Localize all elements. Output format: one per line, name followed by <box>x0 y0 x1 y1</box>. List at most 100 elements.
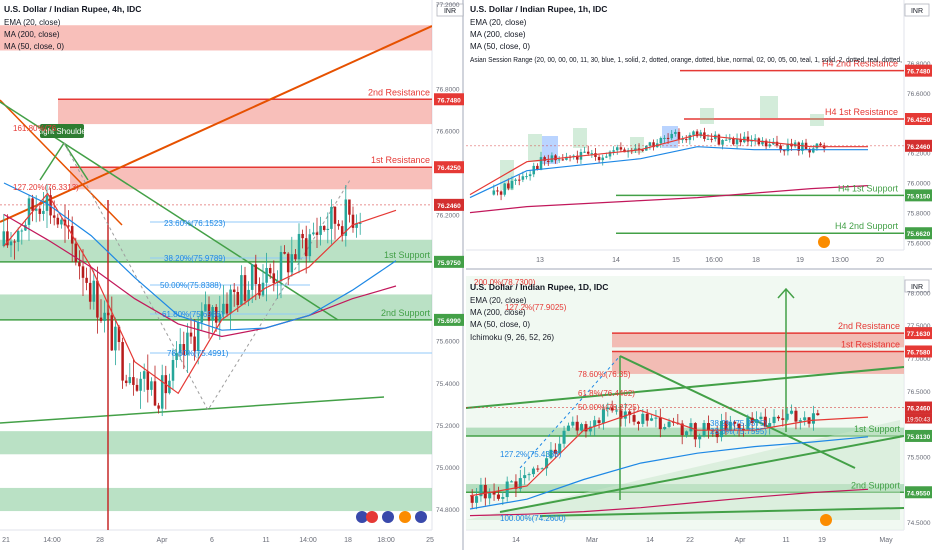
d1-indicator-ema[interactable]: EMA (20, close) <box>470 296 527 305</box>
candle-body <box>312 232 315 235</box>
candle-body <box>698 435 702 440</box>
h4-indicator-ma200[interactable]: MA (200, close) <box>4 30 60 39</box>
ema-line[interactable] <box>469 409 869 497</box>
h4-plot-area[interactable]: Right Shoulder <box>0 25 432 530</box>
h1-event-flag-icon[interactable] <box>818 236 830 248</box>
h1-title[interactable]: U.S. Dollar / Indian Rupee, 1h, IDC <box>470 4 607 14</box>
d1-target-arrow-head[interactable] <box>777 287 795 299</box>
support-zone[interactable] <box>0 487 432 512</box>
price-axis-tag[interactable] <box>434 93 464 106</box>
current-price-tag[interactable] <box>434 198 464 211</box>
candle-body <box>637 148 641 150</box>
d1-indicator-ma50[interactable]: MA (50, close, 0) <box>470 320 530 329</box>
ma50-line[interactable] <box>3 182 397 331</box>
d1-fib-labels: 200.0%(78.7300) 127.2%(77.9025) 78.60%(7… <box>474 278 767 523</box>
ema-line[interactable] <box>3 192 397 395</box>
d1-ichimoku-cloud <box>466 420 900 520</box>
d1-indicator-ma200[interactable]: MA (200, close) <box>470 308 526 317</box>
resistance-zone[interactable] <box>70 167 432 190</box>
price-tick-label: 75.5000 <box>907 454 931 461</box>
candle-body <box>724 139 728 141</box>
price-axis-tag[interactable] <box>905 227 932 240</box>
us-flag-icon[interactable] <box>366 511 378 523</box>
price-axis-tag[interactable] <box>905 189 932 202</box>
h4-shoulder-line-left[interactable] <box>39 142 65 181</box>
candle-body <box>56 217 60 225</box>
resistance-zone[interactable] <box>612 351 904 374</box>
h4-descending-trendline[interactable] <box>0 99 123 226</box>
h4-indicator-ma50[interactable]: MA (50, close, 0) <box>4 42 64 51</box>
ma200-line[interactable] <box>469 185 869 214</box>
candle-body <box>610 407 614 411</box>
h1-indicator-ma200[interactable]: MA (200, close) <box>470 30 526 39</box>
right-shoulder-tag[interactable] <box>40 124 84 138</box>
d1-descending-trendline[interactable] <box>619 355 856 469</box>
ma50-line[interactable] <box>469 146 868 199</box>
price-axis-tag[interactable] <box>905 345 932 358</box>
d1-indicator-ichimoku[interactable]: Ichimoku (9, 26, 52, 26) <box>470 333 554 342</box>
d1-currency-badge[interactable] <box>904 279 930 293</box>
support-zone-label: 2nd Support <box>381 308 431 318</box>
h1-plot-area[interactable] <box>466 69 904 234</box>
candle-body <box>258 284 261 296</box>
price-axis-tag[interactable] <box>905 429 932 442</box>
us-flag-icon[interactable] <box>382 511 394 523</box>
current-price-tag[interactable] <box>905 139 932 152</box>
candle-body <box>576 155 579 160</box>
d1-rising-support-line[interactable] <box>499 435 904 513</box>
bar-countdown-tag <box>905 413 932 424</box>
price-axis-tag[interactable] <box>434 313 464 326</box>
d1-base-line[interactable] <box>539 507 904 517</box>
h1-indicator-asian-session[interactable]: Asian Session Range (20, 00, 00, 00, 11,… <box>470 57 902 64</box>
h4-indicator-ema[interactable]: EMA (20, close) <box>4 18 61 27</box>
h4-event-icons[interactable] <box>356 511 427 523</box>
candle-body <box>247 289 250 301</box>
price-tick-label: 76.6000 <box>436 128 460 135</box>
price-axis-tag[interactable] <box>434 255 464 268</box>
h4-ascending-trendline[interactable] <box>0 25 432 223</box>
resistance-zone-label: 2nd Resistance <box>368 87 430 97</box>
candle-body <box>175 353 178 361</box>
time-tick-label: 15 <box>672 257 680 264</box>
ma200-line[interactable] <box>3 213 397 338</box>
candle-body <box>207 304 211 321</box>
candle-body <box>580 424 584 431</box>
h4-currency-badge[interactable] <box>436 3 464 17</box>
h4-neckline-downtrend[interactable] <box>0 101 339 321</box>
candle-body <box>632 415 636 422</box>
h4-title[interactable]: U.S. Dollar / Indian Rupee, 4h, IDC <box>4 4 141 14</box>
d1-plot-area[interactable] <box>466 276 904 530</box>
support-zone[interactable] <box>466 427 904 436</box>
candle-body <box>615 410 619 412</box>
us-flag-icon[interactable] <box>415 511 427 523</box>
h1-indicator-ma50[interactable]: MA (50, close, 0) <box>470 42 530 51</box>
price-axis-tag[interactable] <box>905 64 932 77</box>
ma200-line[interactable] <box>469 488 869 517</box>
h4-fib-labels: 161.80%(76. 127.20%(76.3313) 23.60%(76.1… <box>13 124 229 358</box>
price-axis-tag[interactable] <box>434 161 464 174</box>
india-flag-icon[interactable] <box>399 511 411 523</box>
us-flag-icon[interactable] <box>356 511 368 523</box>
current-price-label: 76.2460 <box>907 144 931 151</box>
support-zone[interactable] <box>0 431 432 455</box>
h4-panel[interactable] <box>0 0 466 550</box>
h1-currency-badge[interactable] <box>904 3 930 17</box>
resistance-zone[interactable] <box>612 333 904 348</box>
d1-title[interactable]: U.S. Dollar / Indian Rupee, 1D, IDC <box>470 282 608 292</box>
price-axis-tag-label: 76.7480 <box>437 97 461 104</box>
h4-shoulder-line-right[interactable] <box>63 142 89 181</box>
candle-body <box>634 148 637 151</box>
price-axis-tag[interactable] <box>905 327 932 340</box>
candle-body <box>355 223 358 228</box>
price-axis-tag[interactable] <box>905 113 932 126</box>
ema-line[interactable] <box>469 134 868 196</box>
time-tick-label: 19 <box>818 537 826 544</box>
ma50-line[interactable] <box>469 436 869 510</box>
h1-indicator-ema[interactable]: EMA (20, close) <box>470 18 527 27</box>
price-axis-tag[interactable] <box>905 486 932 499</box>
current-price-tag[interactable] <box>905 401 932 414</box>
d1-event-flag-icon[interactable] <box>820 514 832 526</box>
resistance-zone[interactable] <box>0 25 432 51</box>
h4-support-trendline[interactable] <box>0 396 385 424</box>
